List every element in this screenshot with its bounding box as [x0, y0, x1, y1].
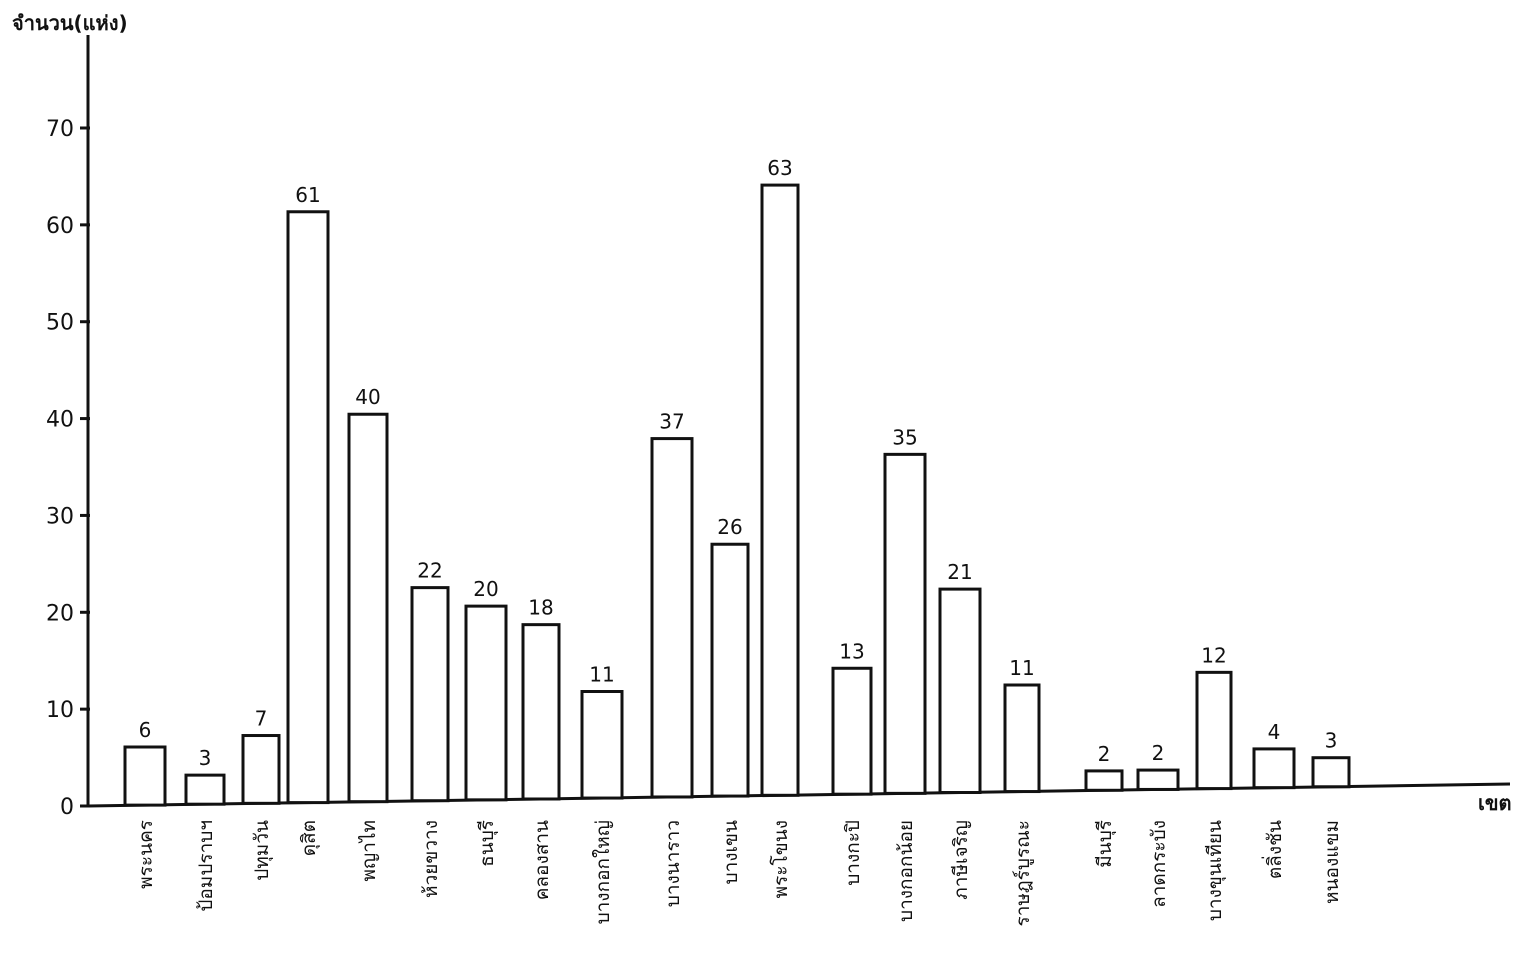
y-tick-label: 40	[46, 408, 74, 433]
bar-value-label: 3	[199, 746, 212, 770]
bar	[1003, 683, 1041, 794]
y-tick-label: 50	[46, 311, 74, 336]
x-category-label: ราษฎร์บูรณะ	[1012, 820, 1034, 926]
x-category-label: ดุสิต	[298, 820, 321, 856]
y-axis-title: จำนวน(แห่ง)	[12, 11, 128, 35]
bar-value-label: 21	[947, 560, 972, 584]
x-category-label: บางเขน	[720, 820, 742, 884]
bars: 6 พระนคร 3 ป้อมปราบฯ 7 ปทุมวัน 61 ดุสิต 40 พญาไท 2…	[123, 156, 1351, 926]
bar-value-label: 26	[717, 515, 742, 539]
x-category-label: บางขุนเทียน	[1204, 820, 1227, 921]
x-category-label: ตลิ่งชัน	[1261, 820, 1286, 879]
x-category-label: ป้อมปราบฯ	[195, 820, 217, 912]
x-category-label: พญาไท	[358, 820, 380, 881]
x-category-label: ธนบุรี	[476, 820, 499, 867]
bar	[760, 183, 800, 797]
bar-value-label: 13	[839, 639, 864, 663]
bar-value-label: 20	[473, 577, 498, 601]
bar	[938, 587, 982, 795]
bar-value-label: 11	[1009, 656, 1034, 680]
bar-value-label: 2	[1098, 742, 1111, 766]
y-tick-label: 0	[60, 795, 74, 820]
bar	[286, 210, 330, 805]
y-tick-label: 10	[46, 698, 74, 723]
y-ticks: 0 10 20 30 40 50 60 70	[46, 117, 90, 820]
bar-value-label: 12	[1201, 643, 1226, 667]
bar-value-label: 35	[892, 425, 917, 449]
bar	[710, 542, 750, 798]
bar-value-label: 4	[1268, 720, 1281, 744]
bar-value-label: 37	[659, 410, 684, 434]
y-tick-label: 70	[46, 117, 74, 142]
bar	[347, 412, 389, 804]
bar	[1252, 747, 1296, 790]
x-category-label: ปทุมวัน	[251, 820, 274, 881]
bar-value-label: 3	[1325, 729, 1338, 753]
bar-value-label: 7	[255, 707, 268, 731]
bar	[883, 452, 927, 795]
bar	[123, 745, 167, 807]
x-category-label: บางกอกใหญ่	[592, 820, 614, 924]
bar-value-label: 63	[767, 156, 792, 180]
y-tick-label: 30	[46, 504, 74, 529]
bar	[1311, 756, 1351, 789]
bar	[410, 586, 450, 803]
bar	[1136, 768, 1180, 791]
bar	[650, 437, 694, 799]
y-tick-label: 20	[46, 601, 74, 626]
bar	[521, 623, 561, 801]
x-category-label: ห้วยขวาง	[420, 820, 442, 898]
bar	[831, 666, 873, 796]
bar	[464, 604, 508, 802]
x-category-label: ภาษีเจริญ	[950, 820, 972, 900]
bar-value-label: 61	[295, 183, 320, 207]
x-category-label: บางกะปิ	[842, 820, 864, 886]
x-category-label: ลาดกระบัง	[1148, 820, 1170, 908]
bar	[184, 773, 226, 806]
x-category-label: พระโขนง	[769, 820, 792, 898]
x-category-label: บางกอกน้อย	[895, 820, 917, 922]
x-category-label: บางนาราว	[662, 820, 684, 907]
x-category-label: มีนบุรี	[1094, 820, 1117, 868]
bar-value-label: 11	[589, 663, 614, 687]
bar	[580, 690, 624, 800]
bar	[241, 734, 281, 805]
y-tick-label: 60	[46, 214, 74, 239]
bar	[1195, 670, 1233, 791]
bar-value-label: 40	[355, 385, 380, 409]
bar	[1084, 769, 1124, 792]
bar-value-label: 18	[528, 596, 553, 620]
x-category-label: คลองสาน	[531, 820, 553, 900]
x-category-label: หนองแขม	[1321, 820, 1343, 904]
bar-value-label: 2	[1152, 741, 1165, 765]
bar-value-label: 22	[417, 559, 442, 583]
x-axis-title: เขต	[1478, 791, 1512, 815]
x-category-label: พระนคร	[135, 820, 157, 889]
bar-value-label: 6	[139, 718, 152, 742]
